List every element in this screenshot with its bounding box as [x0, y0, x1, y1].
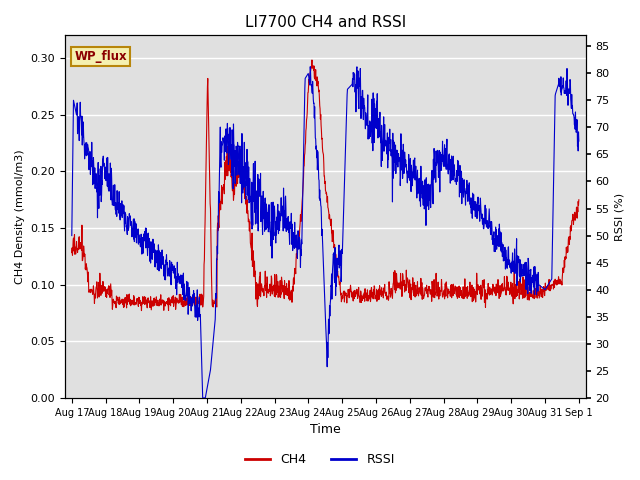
- Y-axis label: RSSI (%): RSSI (%): [615, 192, 625, 240]
- Legend: CH4, RSSI: CH4, RSSI: [240, 448, 400, 471]
- Y-axis label: CH4 Density (mmol/m3): CH4 Density (mmol/m3): [15, 149, 25, 284]
- Text: WP_flux: WP_flux: [74, 50, 127, 63]
- Title: LI7700 CH4 and RSSI: LI7700 CH4 and RSSI: [244, 15, 406, 30]
- X-axis label: Time: Time: [310, 423, 340, 436]
